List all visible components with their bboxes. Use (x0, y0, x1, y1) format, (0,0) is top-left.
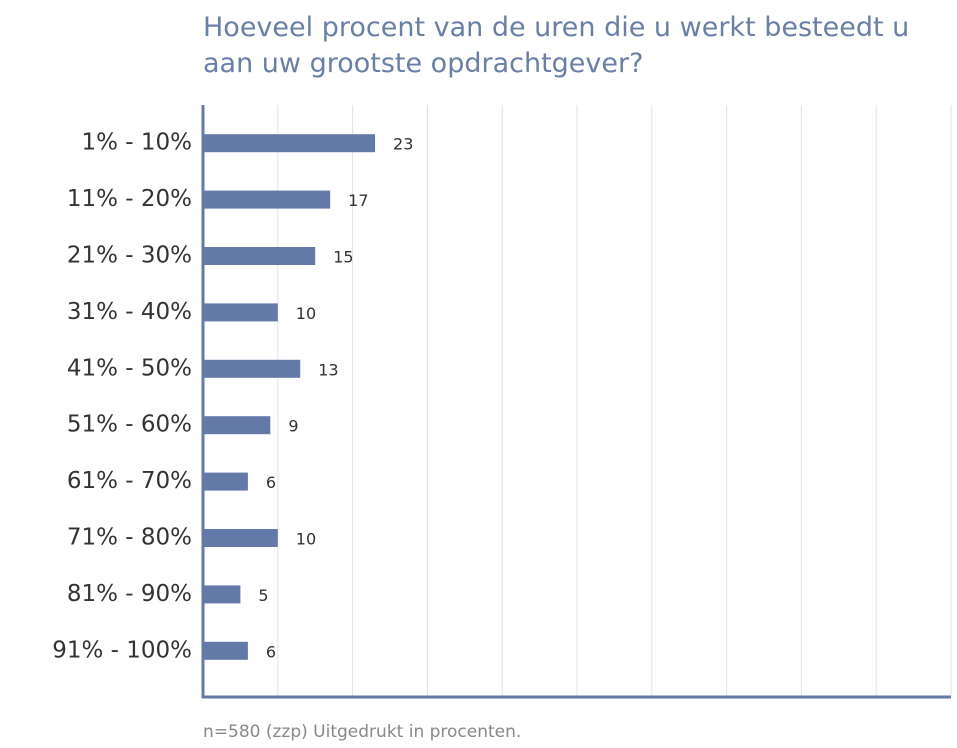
bar (203, 585, 241, 604)
bar (203, 247, 316, 265)
value-label: 9 (288, 417, 298, 436)
y-tick-label: 51% - 60% (67, 412, 192, 438)
chart-title: Hoeveel procent van de uren die u werkt … (203, 12, 910, 79)
value-label: 10 (296, 304, 316, 323)
y-tick-label: 21% - 30% (67, 243, 192, 269)
bar (203, 190, 331, 209)
footnote: n=580 (zzp) Uitgedrukt in procenten. (203, 722, 522, 742)
y-tick-label: 31% - 40% (67, 299, 192, 325)
y-tick-label: 1% - 10% (81, 130, 192, 156)
value-label: 15 (333, 248, 353, 267)
value-label: 13 (318, 360, 338, 379)
bar (203, 472, 248, 491)
bar (203, 134, 376, 153)
value-label: 5 (258, 586, 268, 605)
bar (203, 529, 278, 547)
bar (203, 416, 271, 435)
value-label: 10 (296, 530, 316, 549)
y-tick-label: 91% - 100% (52, 637, 192, 663)
y-tick-label: 61% - 70% (67, 468, 192, 494)
value-label: 6 (266, 642, 276, 661)
bar (203, 303, 278, 322)
value-label: 17 (348, 191, 368, 210)
value-label: 23 (393, 135, 413, 154)
bar (203, 359, 301, 378)
y-tick-label: 11% - 20% (67, 186, 192, 212)
bar (203, 641, 248, 660)
y-tick-label: 81% - 90% (67, 581, 192, 607)
value-label: 6 (266, 473, 276, 492)
y-tick-label: 41% - 50% (67, 355, 192, 381)
y-tick-label: 71% - 80% (67, 525, 192, 551)
